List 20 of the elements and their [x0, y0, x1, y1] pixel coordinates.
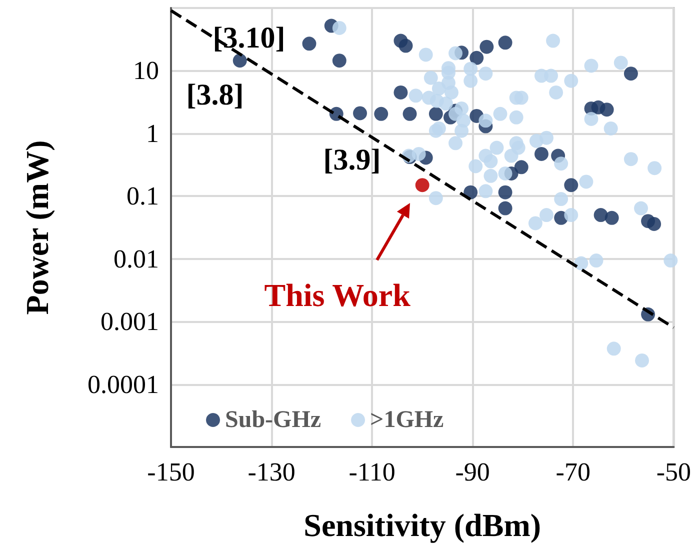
annotation: [3.10]: [212, 22, 286, 54]
annotation: [3.8]: [186, 78, 244, 112]
y-tick-label: 0.0001: [88, 370, 159, 399]
y-tick-label: 0.001: [100, 307, 159, 336]
y-tick-label: 0.01: [114, 244, 159, 274]
x-axis-title: Sensitivity (dBm): [304, 507, 542, 543]
y-tick-label: 1: [146, 118, 159, 148]
x-tick-label: -50: [656, 458, 692, 486]
x-tick-label: -90: [455, 458, 490, 486]
y-tick-label: 10: [133, 56, 159, 86]
x-tick-label: -150: [147, 458, 195, 486]
legend-label: >1GHz: [370, 407, 444, 433]
x-tick-label: -130: [248, 458, 296, 486]
legend-label: Sub-GHz: [225, 407, 322, 433]
x-tick-label: -70: [556, 458, 590, 486]
x-tick-label: -110: [348, 458, 396, 486]
y-tick-label: 0.1: [126, 182, 159, 211]
y-axis-title: Power (mW): [19, 140, 55, 315]
annotation: [3.9]: [323, 144, 381, 176]
annotation: This Work: [264, 277, 411, 314]
